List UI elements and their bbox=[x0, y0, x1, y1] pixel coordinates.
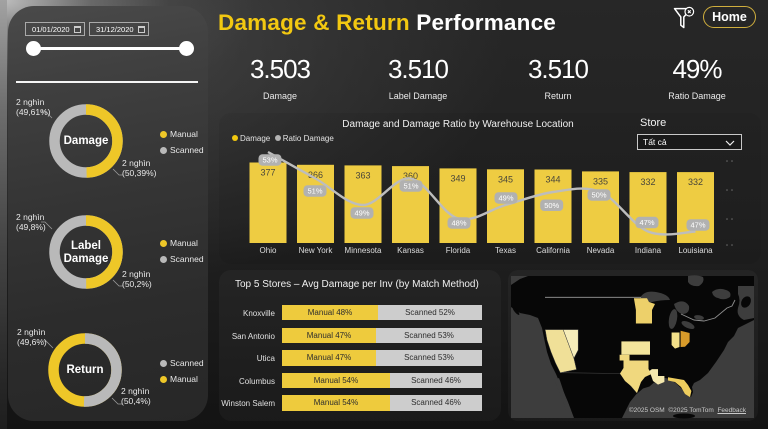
svg-text:California: California bbox=[536, 246, 570, 255]
svg-text:51%: 51% bbox=[403, 182, 418, 191]
svg-text:50%: 50% bbox=[544, 201, 559, 210]
svg-text:344: 344 bbox=[545, 175, 560, 185]
svg-text:47%: 47% bbox=[690, 221, 705, 230]
svg-text:Indiana: Indiana bbox=[635, 246, 662, 255]
svg-text:51%: 51% bbox=[307, 187, 322, 196]
svg-text:53%: 53% bbox=[262, 156, 277, 165]
svg-text:345: 345 bbox=[498, 174, 513, 184]
svg-text:332: 332 bbox=[688, 177, 703, 187]
svg-text:Kansas: Kansas bbox=[397, 246, 424, 255]
svg-text:47%: 47% bbox=[639, 218, 654, 227]
svg-text:New York: New York bbox=[299, 246, 334, 255]
svg-text:360: 360 bbox=[403, 171, 418, 181]
svg-text:Minnesota: Minnesota bbox=[345, 246, 382, 255]
svg-text:349: 349 bbox=[450, 173, 465, 183]
svg-text:49%: 49% bbox=[498, 194, 513, 203]
svg-text:48%: 48% bbox=[451, 219, 466, 228]
svg-text:Texas: Texas bbox=[495, 246, 516, 255]
svg-text:332: 332 bbox=[640, 177, 655, 187]
svg-text:Florida: Florida bbox=[446, 246, 471, 255]
svg-text:Nevada: Nevada bbox=[587, 246, 615, 255]
svg-text:377: 377 bbox=[260, 168, 275, 178]
svg-text:Ohio: Ohio bbox=[260, 246, 277, 255]
svg-text:363: 363 bbox=[355, 170, 370, 180]
svg-text:49%: 49% bbox=[354, 209, 369, 218]
svg-text:Louisiana: Louisiana bbox=[678, 246, 713, 255]
svg-text:366: 366 bbox=[308, 170, 323, 180]
svg-text:50%: 50% bbox=[591, 191, 606, 200]
svg-text:335: 335 bbox=[593, 176, 608, 186]
